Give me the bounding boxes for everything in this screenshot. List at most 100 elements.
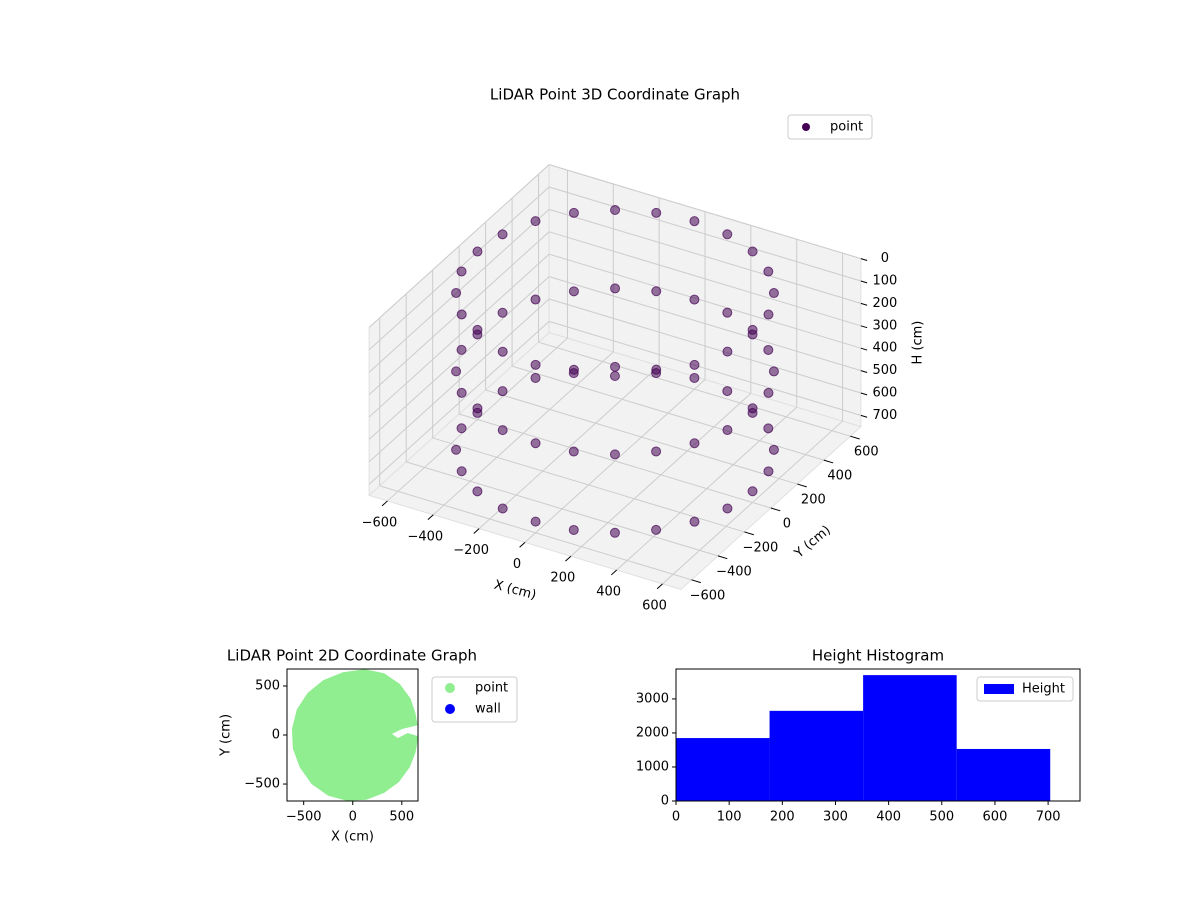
y-tick-label: 500	[255, 678, 280, 693]
grid-line	[538, 341, 851, 437]
x-tick-label: 0	[672, 810, 680, 825]
point	[689, 372, 700, 383]
y-tick-label: −200	[743, 540, 779, 555]
point	[651, 364, 662, 375]
y-axis-label: Y (cm)	[219, 714, 234, 757]
legend-label: wall	[475, 702, 501, 717]
legend-label: point	[830, 120, 863, 135]
y-tick-label: 200	[801, 493, 826, 508]
legend-label: point	[475, 681, 508, 696]
tick-mark	[427, 514, 434, 521]
y-tick-label: 400	[827, 469, 852, 484]
point	[747, 324, 758, 335]
point	[747, 403, 758, 414]
y-axis-label: Y (cm)	[791, 523, 834, 562]
grid-line	[368, 321, 550, 485]
z-tick-label: 100	[872, 273, 897, 288]
grid-line	[511, 365, 824, 461]
x-tick-label: 700	[1036, 810, 1061, 825]
tick-mark	[823, 459, 834, 464]
point	[530, 438, 541, 449]
point	[530, 372, 541, 383]
tick-mark	[691, 579, 701, 584]
x-tick-label: 0	[513, 557, 521, 572]
legend-marker	[445, 704, 455, 714]
point	[689, 516, 700, 527]
x-tick-label: 200	[770, 810, 795, 825]
grid-line	[368, 253, 550, 418]
tick-mark	[473, 528, 480, 534]
grid-line	[548, 276, 862, 372]
point	[722, 307, 733, 318]
point	[472, 324, 483, 335]
point	[610, 361, 621, 372]
grid-line	[548, 186, 862, 282]
point	[456, 466, 467, 477]
x-tick-label: 0	[349, 810, 357, 825]
z-tick-label: 400	[872, 341, 897, 356]
y-tick-label: 600	[854, 445, 879, 460]
point	[768, 366, 779, 377]
y-tick-label: 3000	[636, 691, 669, 706]
x-tick-label: 400	[876, 810, 901, 825]
x-tick-label: 400	[596, 585, 621, 600]
x-tick-label: 600	[642, 598, 667, 613]
tick-mark	[656, 583, 663, 590]
tick-mark	[610, 569, 618, 576]
grid-line	[458, 413, 772, 509]
y-tick-label: 2000	[636, 725, 669, 740]
point-cloud	[291, 669, 418, 801]
point	[689, 216, 700, 227]
plot-area	[291, 669, 418, 801]
point	[530, 516, 541, 527]
tick-mark	[860, 414, 868, 418]
point	[497, 503, 508, 514]
point	[472, 246, 483, 257]
point	[763, 309, 774, 320]
z-tick-label: 200	[872, 296, 897, 311]
x-tick-label: −500	[286, 810, 322, 825]
point	[722, 425, 733, 436]
tick-mark	[860, 258, 868, 261]
point	[609, 449, 620, 460]
legend-marker	[445, 683, 455, 693]
point	[722, 229, 733, 240]
point	[651, 524, 662, 535]
point	[451, 287, 462, 298]
tick-mark	[770, 507, 781, 512]
point	[689, 438, 700, 449]
tick-mark	[860, 280, 868, 284]
bar	[863, 675, 957, 801]
x-tick-label: 500	[389, 810, 414, 825]
grid-line	[548, 208, 862, 304]
point	[722, 503, 733, 514]
point	[568, 524, 579, 535]
y-tick-label: 0	[661, 794, 669, 809]
point	[747, 486, 758, 497]
tick-mark	[744, 531, 754, 536]
grid-line	[368, 164, 550, 328]
point	[651, 207, 662, 218]
point	[609, 527, 620, 538]
grid-line	[548, 231, 862, 327]
x-tick-label: −600	[362, 515, 398, 530]
point	[472, 486, 483, 497]
point	[472, 403, 483, 414]
tick-mark	[860, 347, 868, 351]
bar	[769, 710, 864, 801]
grid-line	[368, 298, 550, 463]
point	[568, 286, 579, 297]
tick-mark	[717, 555, 728, 560]
y-tick-label: −500	[244, 777, 280, 792]
point	[456, 266, 467, 277]
point	[497, 386, 508, 397]
legend-box	[787, 114, 873, 140]
point	[651, 286, 662, 297]
legend-box	[976, 676, 1074, 702]
bar	[956, 748, 1051, 801]
point	[763, 387, 774, 398]
chart-title: LiDAR Point 3D Coordinate Graph	[490, 86, 740, 104]
point	[497, 229, 508, 240]
point	[530, 294, 541, 305]
bar	[676, 738, 770, 801]
